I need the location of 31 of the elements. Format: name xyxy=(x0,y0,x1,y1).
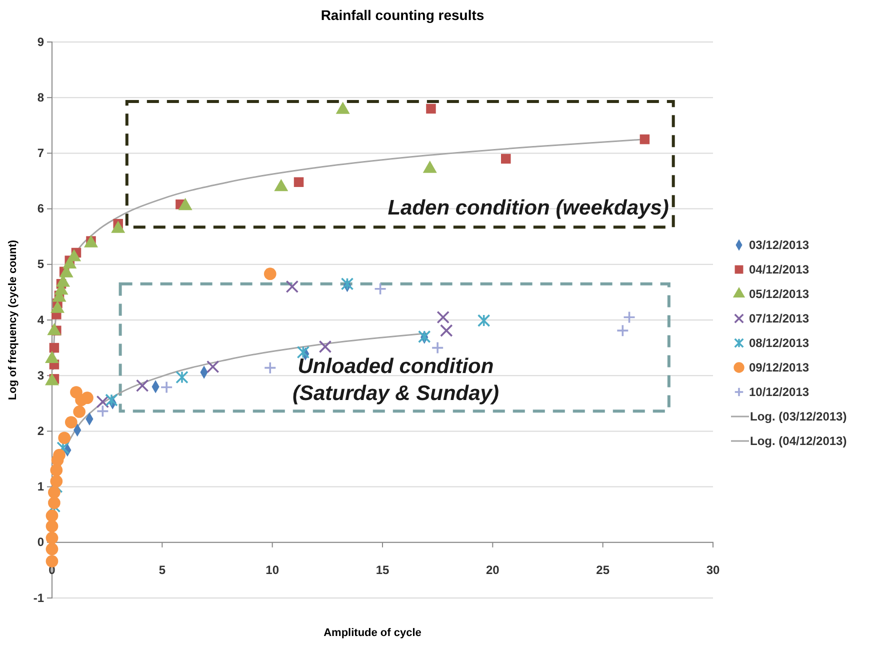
legend-label: 10/12/2013 xyxy=(749,385,810,399)
y-tick-label: 5 xyxy=(37,257,44,272)
legend-label: 03/12/2013 xyxy=(749,238,810,252)
y-tick-label: 4 xyxy=(37,312,44,327)
x-tick-label: 20 xyxy=(486,563,500,578)
legend-label: 09/12/2013 xyxy=(749,360,810,374)
x-tick-label: 25 xyxy=(596,563,610,578)
annotation: Unloaded condition (Saturday & Sunday) xyxy=(292,354,499,406)
legend-label: 07/12/2013 xyxy=(749,312,810,326)
y-tick-label: 7 xyxy=(37,146,44,160)
x-tick-label: 10 xyxy=(266,563,280,578)
legend-label: 04/12/2013 xyxy=(749,262,810,276)
legend-label: 08/12/2013 xyxy=(749,336,810,350)
annotation: Laden condition (weekdays) xyxy=(388,196,669,220)
x-tick-label: 15 xyxy=(376,563,390,578)
legend-label: Log. (03/12/2013) xyxy=(750,410,847,424)
y-tick-label: -1 xyxy=(33,590,44,605)
legend-label: Log. (04/12/2013) xyxy=(750,434,847,448)
y-tick-label: 3 xyxy=(37,368,44,382)
y-tick-label: 2 xyxy=(37,424,44,438)
legend-label: 05/12/2013 xyxy=(749,287,810,301)
x-tick-label: 5 xyxy=(158,563,166,578)
y-tick-label: 0 xyxy=(37,535,44,550)
y-axis-title: Log of frequency (cycle count) xyxy=(7,240,19,400)
x-tick-label: 30 xyxy=(706,563,720,578)
y-tick-label: 8 xyxy=(37,90,44,104)
y-tick-label: 1 xyxy=(37,480,44,494)
y-tick-label: 6 xyxy=(37,202,44,216)
y-tick-label: 9 xyxy=(37,34,44,49)
x-axis-title: Amplitude of cycle xyxy=(324,627,422,639)
chart-title: Rainfall counting results xyxy=(320,7,484,23)
